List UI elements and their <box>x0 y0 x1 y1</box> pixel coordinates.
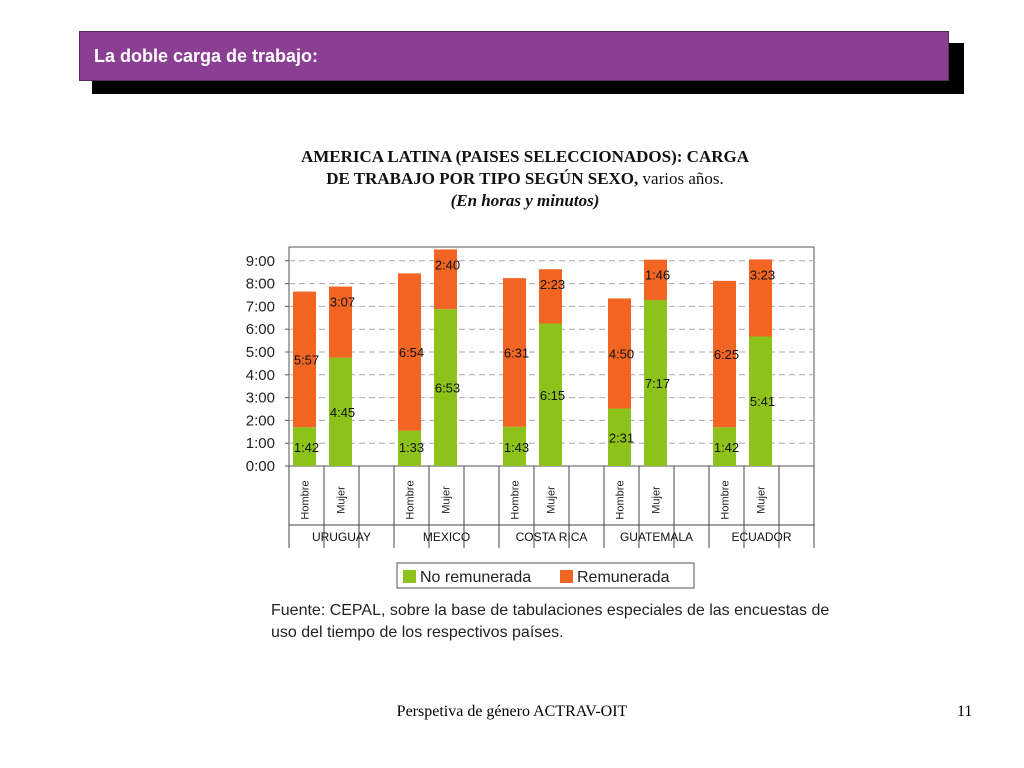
data-label-no-remunerada: 1:43 <box>504 440 529 455</box>
chart-title-line-2-bold: DE TRABAJO POR TIPO SEGÚN SEXO, <box>326 169 639 188</box>
chart-title-line-2-normal: varios años. <box>638 169 724 188</box>
chart-subtitle: (En horas y minutos) <box>450 191 600 210</box>
page-number: 11 <box>957 703 973 720</box>
data-label-no-remunerada: 2:31 <box>609 430 634 445</box>
y-tick-label: 0:00 <box>246 458 275 475</box>
slide-title-bar: La doble carga de trabajo: <box>79 31 949 81</box>
legend-label-remunerada: Remunerada <box>577 569 670 586</box>
sex-label: Hombre <box>720 480 732 519</box>
stacked-bar-chart: 0:00 1:00 2:00 3:00 4:00 5:00 6:00 7:00 8:00 9:00… <box>246 246 815 589</box>
country-label: COSTA RICA <box>516 530 588 544</box>
y-tick-label: 3:00 <box>246 390 275 407</box>
sex-label: Mujer <box>546 486 558 514</box>
data-label-remunerada: 6:31 <box>504 345 529 360</box>
bar-remunerada <box>749 259 772 337</box>
y-tick-label: 5:00 <box>246 344 275 361</box>
source-note: Fuente: CEPAL, sobre la base de tabulaci… <box>271 602 830 641</box>
y-tick-label: 6:00 <box>246 321 275 338</box>
sex-label: Hombre <box>510 480 522 519</box>
bar-no-remunerada <box>329 357 352 466</box>
data-label-remunerada: 4:50 <box>609 346 634 361</box>
data-label-no-remunerada: 7:17 <box>645 376 670 391</box>
y-tick-label: 4:00 <box>246 367 275 384</box>
country-label: ECUADOR <box>731 530 791 544</box>
bar-remunerada <box>434 249 457 310</box>
sex-label: Mujer <box>651 486 663 514</box>
bar-no-remunerada <box>503 426 526 466</box>
slide-footer: Perspetiva de género ACTRAV-OIT <box>396 703 628 720</box>
y-tick-label: 2:00 <box>246 412 275 429</box>
data-label-remunerada: 3:07 <box>330 295 355 310</box>
chart-title: AMERICA LATINA (PAISES SELECCIONADOS): C… <box>190 146 860 212</box>
data-label-no-remunerada: 6:53 <box>435 381 460 396</box>
bar-no-remunerada <box>713 427 736 466</box>
sex-label: Mujer <box>756 486 768 514</box>
legend-label-no-remunerada: No remunerada <box>420 569 531 586</box>
data-label-no-remunerada: 1:42 <box>294 440 319 455</box>
sex-label: Mujer <box>441 486 453 514</box>
y-tick-label: 8:00 <box>246 276 275 293</box>
chart-title-line-1: AMERICA LATINA (PAISES SELECCIONADOS): C… <box>300 147 750 166</box>
data-label-remunerada: 3:23 <box>750 267 775 282</box>
country-label: GUATEMALA <box>620 530 693 544</box>
data-label-remunerada: 6:54 <box>399 345 424 360</box>
bar-no-remunerada <box>608 408 631 466</box>
bar-remunerada <box>329 286 352 358</box>
sex-label: Mujer <box>336 486 348 514</box>
y-tick-label: 9:00 <box>246 253 275 270</box>
chart-title-line-2: DE TRABAJO POR TIPO SEGÚN SEXO, varios a… <box>190 168 860 190</box>
bar-remunerada <box>713 280 736 428</box>
data-label-no-remunerada: 1:33 <box>399 440 424 455</box>
slide-title: La doble carga de trabajo: <box>94 46 319 66</box>
y-tick-label: 1:00 <box>246 435 275 452</box>
data-label-no-remunerada: 6:15 <box>540 388 565 403</box>
data-label-no-remunerada: 1:42 <box>714 440 739 455</box>
legend-swatch-remunerada <box>560 570 573 583</box>
country-label: URUGUAY <box>312 530 371 544</box>
bar-no-remunerada <box>434 309 457 466</box>
sex-label: Hombre <box>615 480 627 519</box>
bar-no-remunerada <box>539 323 562 466</box>
bar-remunerada <box>608 298 631 409</box>
bar-no-remunerada <box>398 430 421 466</box>
bar-remunerada <box>398 273 421 431</box>
bar-remunerada <box>503 278 526 427</box>
bar-remunerada <box>539 269 562 324</box>
data-label-no-remunerada: 4:45 <box>330 405 355 420</box>
bar-remunerada <box>293 291 316 428</box>
legend-box <box>396 562 695 589</box>
bar-remunerada <box>644 259 667 301</box>
sex-label: Hombre <box>405 480 417 519</box>
country-label: MEXICO <box>423 530 470 544</box>
sex-label: Hombre <box>300 480 312 519</box>
data-label-no-remunerada: 5:41 <box>750 394 775 409</box>
bar-no-remunerada <box>644 300 667 466</box>
bar-no-remunerada <box>293 427 316 466</box>
data-label-remunerada: 2:40 <box>435 257 460 272</box>
data-label-remunerada: 2:23 <box>540 277 565 292</box>
legend-swatch-no-remunerada <box>403 570 416 583</box>
y-tick-label: 7:00 <box>246 298 275 315</box>
data-label-remunerada: 6:25 <box>714 347 739 362</box>
data-label-remunerada: 5:57 <box>294 352 319 367</box>
bar-no-remunerada <box>749 336 772 466</box>
data-label-remunerada: 1:46 <box>645 268 670 283</box>
